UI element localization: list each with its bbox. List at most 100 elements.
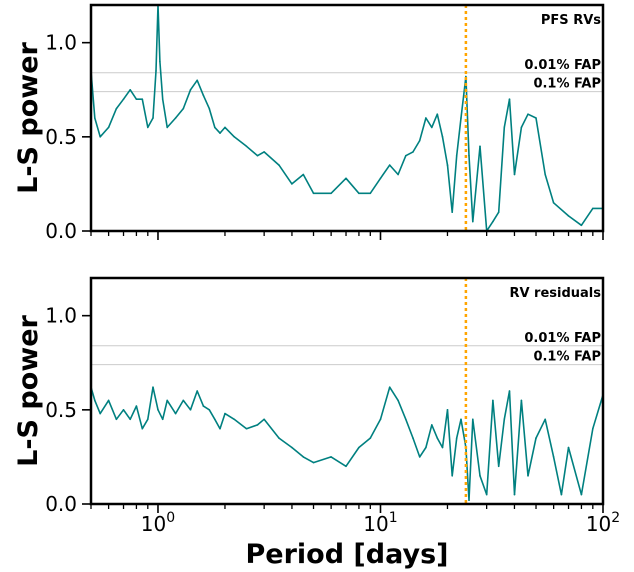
data-point bbox=[159, 60, 161, 63]
series-line bbox=[91, 386, 603, 502]
data-point bbox=[302, 456, 305, 458]
x-axis-label: Period [days] bbox=[245, 539, 448, 570]
data-point bbox=[115, 107, 118, 110]
data-point bbox=[174, 412, 177, 415]
data-point bbox=[233, 418, 235, 421]
data-point bbox=[141, 427, 144, 430]
data-point bbox=[405, 418, 407, 421]
data-point bbox=[166, 126, 168, 129]
data-point bbox=[256, 424, 259, 426]
data-point bbox=[544, 418, 546, 421]
x-tick-label: 101 bbox=[363, 510, 397, 536]
data-point bbox=[161, 418, 164, 421]
data-point bbox=[513, 493, 516, 496]
data-point bbox=[174, 117, 177, 119]
data-point bbox=[465, 75, 467, 78]
data-point bbox=[94, 399, 96, 402]
data-point bbox=[224, 412, 226, 415]
data-point bbox=[455, 154, 458, 157]
data-point bbox=[245, 427, 248, 430]
fap-label: 0.01% FAP bbox=[524, 331, 601, 346]
data-point bbox=[166, 399, 168, 402]
data-point bbox=[233, 136, 235, 138]
data-point bbox=[405, 154, 407, 157]
data-point bbox=[208, 107, 211, 110]
data-point bbox=[122, 98, 125, 100]
data-point bbox=[94, 117, 96, 119]
data-point bbox=[202, 405, 205, 407]
data-point bbox=[147, 418, 149, 421]
data-point bbox=[580, 224, 583, 227]
data-point bbox=[302, 173, 305, 176]
data-point bbox=[527, 475, 529, 477]
data-point bbox=[99, 136, 101, 138]
data-point bbox=[161, 98, 164, 100]
data-point bbox=[472, 418, 474, 421]
data-point bbox=[358, 446, 360, 449]
data-point bbox=[431, 424, 433, 426]
data-point bbox=[468, 499, 470, 502]
data-point bbox=[441, 446, 444, 449]
data-point bbox=[388, 164, 391, 166]
data-point bbox=[441, 136, 444, 138]
data-point bbox=[567, 215, 570, 217]
data-point bbox=[412, 151, 414, 153]
fap-label: 0.01% FAP bbox=[524, 58, 601, 73]
data-point bbox=[358, 192, 360, 195]
data-point bbox=[508, 390, 511, 392]
panel-annotation: RV residuals bbox=[509, 286, 601, 301]
data-point bbox=[436, 113, 439, 115]
data-point bbox=[129, 418, 131, 421]
data-point bbox=[196, 390, 198, 392]
data-point bbox=[425, 446, 427, 449]
data-point bbox=[560, 493, 563, 496]
data-point bbox=[263, 151, 265, 153]
x-tick-label: 100 bbox=[141, 510, 175, 536]
data-point bbox=[460, 418, 462, 421]
data-point bbox=[157, 409, 159, 411]
data-point bbox=[544, 173, 546, 176]
panel-annotation: PFS RVs bbox=[541, 13, 601, 28]
data-point bbox=[520, 399, 523, 402]
panel-top: 0.01% FAP 0.1% FAP PFS RVs 0.0 0.5 1.0L-S pow… bbox=[13, 3, 605, 243]
data-point bbox=[369, 192, 372, 195]
data-point bbox=[263, 418, 265, 421]
data-point bbox=[214, 126, 216, 129]
data-point bbox=[567, 446, 570, 449]
data-point bbox=[497, 465, 500, 468]
data-point bbox=[219, 427, 221, 430]
data-point bbox=[451, 475, 454, 477]
y-tick-label: 0.0 bbox=[45, 219, 77, 243]
y-axis-label: L-S power bbox=[13, 41, 44, 193]
fap-label: 0.1% FAP bbox=[533, 77, 601, 92]
data-point bbox=[513, 173, 516, 176]
data-point bbox=[418, 139, 421, 142]
plot-frame bbox=[89, 276, 605, 506]
data-point bbox=[291, 183, 293, 185]
data-point bbox=[182, 107, 185, 110]
data-point bbox=[492, 399, 494, 402]
data-point bbox=[592, 207, 594, 210]
data-point bbox=[256, 154, 259, 157]
data-point bbox=[503, 126, 506, 129]
data-point bbox=[99, 412, 101, 415]
data-point bbox=[107, 126, 110, 129]
data-point bbox=[345, 465, 347, 468]
data-point bbox=[312, 461, 315, 464]
y-tick-label: 0.5 bbox=[45, 398, 77, 422]
data-point bbox=[552, 456, 555, 458]
y-tick-label: 1.0 bbox=[45, 31, 77, 55]
data-point bbox=[189, 409, 192, 411]
data-point bbox=[369, 437, 372, 439]
data-point bbox=[214, 418, 216, 421]
data-point bbox=[312, 192, 315, 195]
data-point bbox=[479, 145, 481, 148]
data-point bbox=[129, 89, 131, 91]
data-point bbox=[497, 211, 500, 213]
data-point bbox=[152, 117, 154, 119]
data-point bbox=[245, 145, 248, 148]
fap-label: 0.1% FAP bbox=[533, 350, 601, 365]
series-line bbox=[91, 5, 603, 231]
data-point bbox=[535, 117, 537, 119]
